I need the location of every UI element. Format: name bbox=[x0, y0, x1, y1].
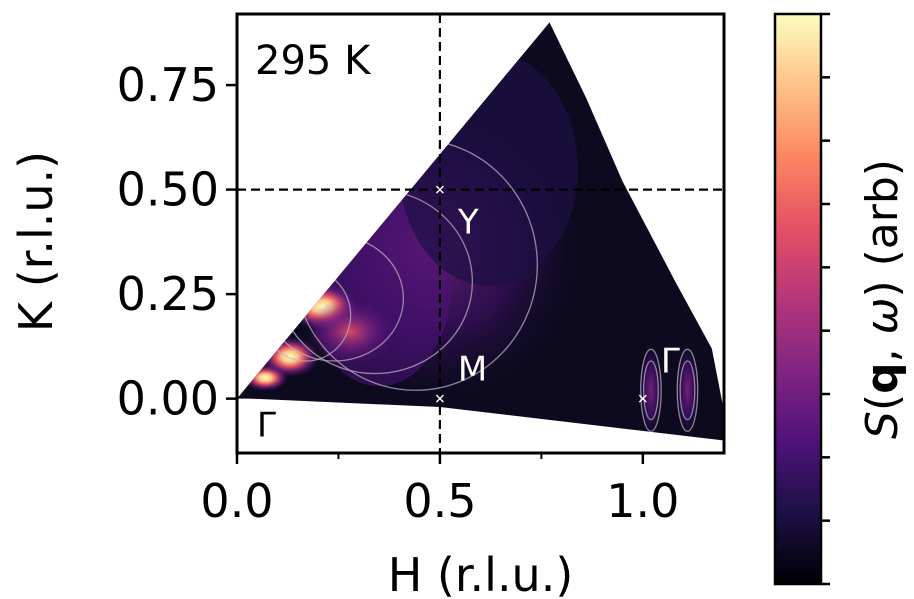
colorbar-label-part: ω bbox=[857, 298, 908, 335]
x-marker bbox=[435, 394, 444, 403]
x-axis: 0.0 0.5 1.0 bbox=[200, 453, 679, 528]
y-tick-label: 0.75 bbox=[117, 58, 219, 112]
high-point-label: Γ bbox=[257, 406, 276, 446]
x-marker bbox=[435, 185, 444, 194]
colorbar-gradient bbox=[773, 12, 823, 586]
intensity-peak bbox=[675, 343, 700, 438]
contour-line bbox=[676, 348, 699, 432]
x-tick-label: 1.0 bbox=[606, 474, 679, 528]
axes-frame bbox=[235, 12, 726, 455]
contour-line bbox=[642, 360, 659, 421]
colorbar-label-part: S bbox=[857, 411, 908, 439]
plot-area: Γ M Y Γ bbox=[237, 14, 724, 453]
colorbar-label-part: ( bbox=[857, 394, 908, 411]
high-point-label: M bbox=[458, 350, 487, 390]
y-tick-label: 0.25 bbox=[117, 267, 219, 321]
contour-line bbox=[679, 360, 696, 421]
colorbar-label-part: q bbox=[857, 362, 908, 394]
contour-line bbox=[640, 348, 662, 432]
intensity-layer bbox=[242, 51, 700, 438]
colorbar-ticks bbox=[821, 12, 830, 586]
intensity-peak bbox=[305, 298, 397, 366]
diffuse-glow bbox=[399, 51, 578, 286]
high-symmetry-markers: Γ M Y Γ bbox=[257, 185, 680, 446]
y-tick-label: 0.50 bbox=[117, 163, 219, 217]
intensity-peak bbox=[242, 364, 289, 392]
intensity-peak bbox=[639, 343, 663, 438]
high-point-label: Γ bbox=[661, 342, 680, 382]
y-axis-label: K (r.l.u.) bbox=[9, 151, 63, 332]
x-tick-label: 0.5 bbox=[403, 474, 476, 528]
x-marker bbox=[638, 394, 647, 403]
colorbar-label-part: ) (arb) bbox=[857, 159, 908, 297]
colorbar-label-part: , bbox=[857, 334, 908, 362]
colorbar-label: S(q, ω) (arb) bbox=[857, 159, 908, 439]
high-point-label: Y bbox=[457, 203, 479, 243]
y-axis: 0.00 0.25 0.50 0.75 bbox=[117, 58, 237, 426]
colorbar: S(q, ω) (arb) bbox=[773, 12, 908, 586]
y-tick-label: 0.00 bbox=[117, 372, 219, 426]
x-axis-label: H (r.l.u.) bbox=[388, 548, 574, 599]
x-tick-label: 0.0 bbox=[200, 474, 273, 528]
temperature-annotation: 295 K bbox=[255, 38, 372, 84]
